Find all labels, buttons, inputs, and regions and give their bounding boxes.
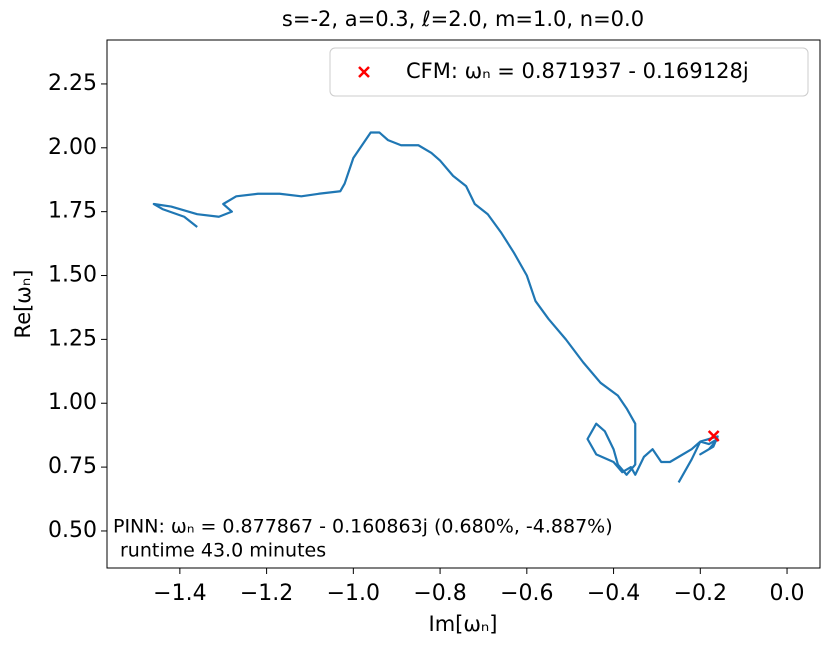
y-tick-label: 1.00: [48, 390, 97, 415]
y-tick-label: 1.50: [48, 263, 97, 288]
y-tick-label: 0.50: [48, 518, 97, 543]
x-tick-label: −0.4: [587, 581, 640, 606]
x-tick-label: −1.4: [153, 581, 206, 606]
x-tick-label: −0.6: [500, 581, 553, 606]
plot-frame: [106, 39, 821, 569]
y-tick-label: 0.75: [48, 454, 97, 479]
legend-box: [329, 47, 809, 97]
x-tick-label: 0.0: [770, 581, 805, 606]
chart-title: s=-2, a=0.3, ℓ=2.0, m=1.0, n=0.0: [282, 7, 644, 31]
x-tick-label: −1.0: [327, 581, 380, 606]
trajectory-line: [152, 131, 719, 483]
y-tick-label: 2.00: [48, 135, 97, 160]
scatter-point: [707, 430, 720, 442]
x-axis-label: Im[ωₙ]: [429, 612, 498, 636]
x-tick-label: −0.2: [674, 581, 727, 606]
y-tick-label: 1.75: [48, 199, 97, 224]
legend-marker: [358, 66, 370, 78]
y-tick-label: 1.25: [48, 326, 97, 351]
y-axis-label: Re[ωₙ]: [11, 270, 35, 339]
legend-label: CFM: ωₙ = 0.871937 - 0.169128j: [406, 59, 749, 83]
x-tick-label: −0.8: [413, 581, 466, 606]
x-tick-label: −1.2: [240, 581, 293, 606]
y-tick-label: 2.25: [48, 71, 97, 96]
annotation: PINN: ωₙ = 0.877867 - 0.160863j (0.680%,…: [113, 516, 613, 538]
annotation: runtime 43.0 minutes: [120, 540, 326, 562]
